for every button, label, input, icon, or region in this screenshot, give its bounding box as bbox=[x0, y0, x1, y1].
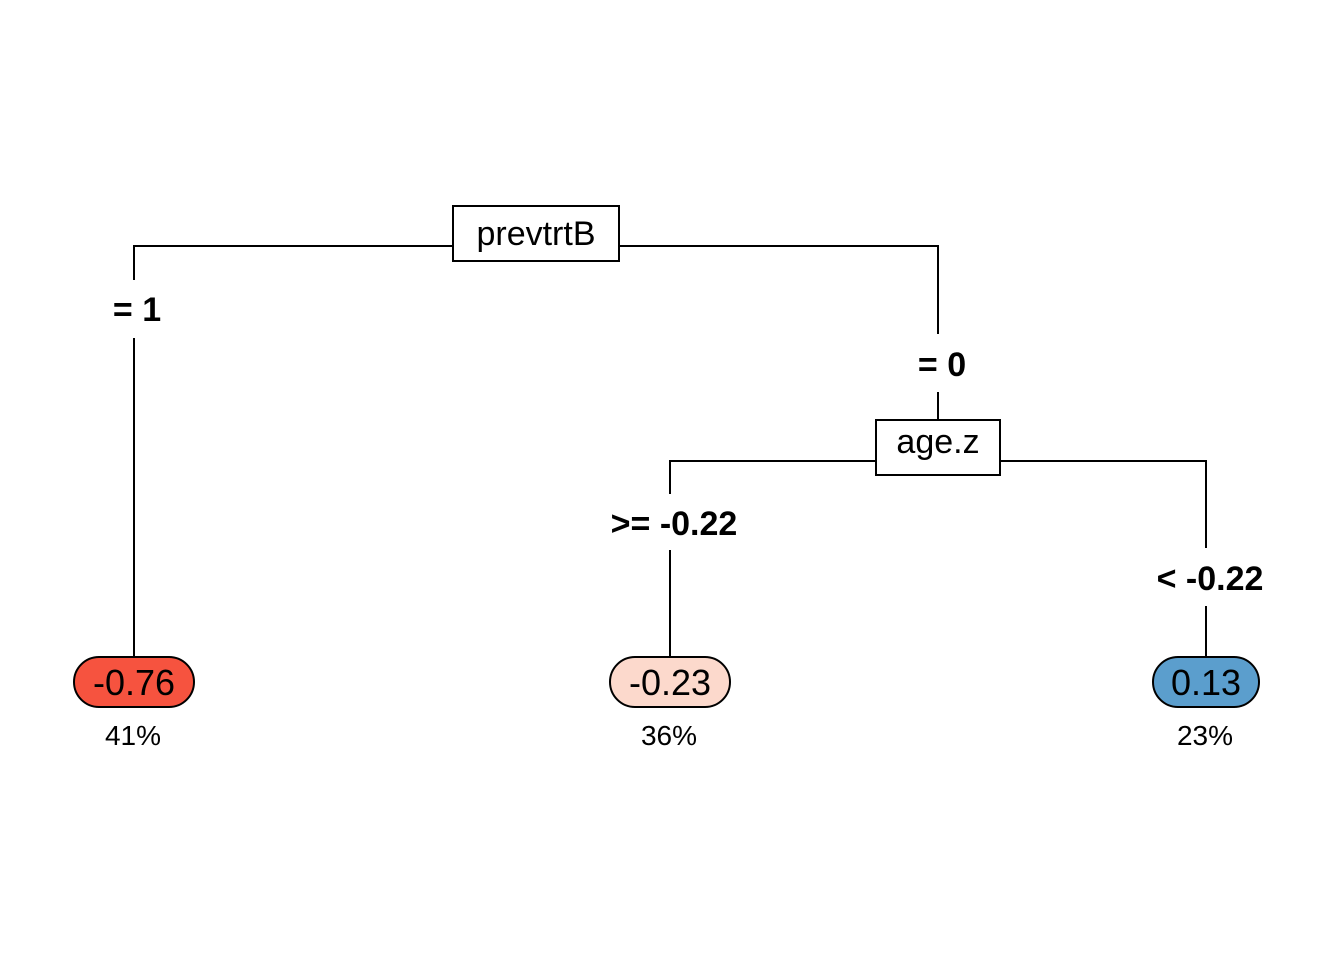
node2-label: age.z bbox=[896, 423, 979, 461]
leaf-3-percent: 23% bbox=[1177, 720, 1233, 751]
root-right-split-label: = 0 bbox=[918, 346, 966, 384]
root-node-label: prevtrtB bbox=[476, 215, 595, 253]
leaf-2-pill bbox=[609, 656, 731, 708]
leaf-1-value: -0.76 bbox=[93, 662, 175, 703]
root-right-branch bbox=[619, 245, 939, 420]
node2-right-split-label: < -0.22 bbox=[1157, 560, 1264, 598]
leaf-3-pill bbox=[1152, 656, 1260, 708]
root-node-box bbox=[452, 205, 620, 262]
node2-box bbox=[875, 419, 1001, 476]
node2-right-branch bbox=[1000, 460, 1207, 656]
leaf-3-value: 0.13 bbox=[1171, 662, 1241, 703]
leaf-1-percent: 41% bbox=[105, 720, 161, 751]
leaf-2-percent: 36% bbox=[641, 720, 697, 751]
leaf-2-value: -0.23 bbox=[629, 662, 711, 703]
root-left-split-label: = 1 bbox=[113, 291, 161, 329]
leaf-1-pill bbox=[73, 656, 195, 708]
node2-left-split-label: >= -0.22 bbox=[611, 505, 738, 543]
node2-left-branch bbox=[669, 460, 876, 656]
root-left-branch bbox=[133, 245, 454, 656]
